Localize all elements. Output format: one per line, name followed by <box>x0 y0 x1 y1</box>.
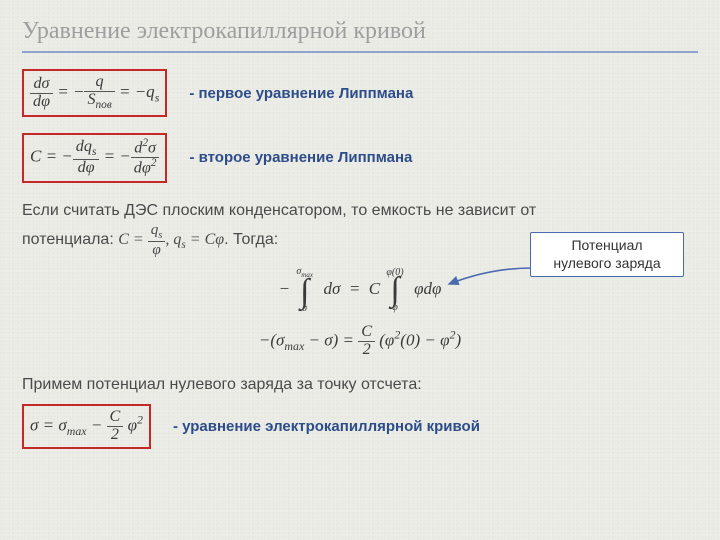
title-underline <box>22 51 698 53</box>
row-eq3: σ = σmax − C2 φ2 - уравнение электрокапи… <box>22 404 698 449</box>
body1-line1: Если считать ДЭС плоским конденсатором, … <box>22 202 536 219</box>
equation-electrocapillary: σ = σmax − C2 φ2 <box>22 404 151 449</box>
body-paragraph-2: Примем потенциал нулевого заряда за точк… <box>22 373 698 396</box>
callout-arrow <box>435 262 535 302</box>
equation-lippmann-2: C = −dqsdφ = −d2σdφ2 <box>22 133 167 183</box>
row-eq2: C = −dqsdφ = −d2σdφ2 - второе уравнение … <box>22 133 698 183</box>
inline-math-1: C = qsφ, qs = Cφ <box>118 231 224 248</box>
equation-lippmann-1: dσdφ = −qSпов = −qs <box>22 69 167 117</box>
integrated-result: −(σmax − σ) = C2 (φ2(0) − φ2) <box>22 324 698 359</box>
page-title: Уравнение электрокапиллярной кривой <box>22 18 698 45</box>
label-eq3: - уравнение электрокапиллярной кривой <box>173 418 480 435</box>
label-eq2: - второе уравнение Липпмана <box>189 149 412 166</box>
label-eq1: - первое уравнение Липпмана <box>189 85 413 102</box>
callout-text: Потенциал нулевого заряда <box>553 237 660 271</box>
body1-line2a: потенциала: <box>22 231 118 248</box>
body1-line2b: . Тогда: <box>224 231 278 248</box>
row-eq1: dσdφ = −qSпов = −qs - первое уравнение Л… <box>22 69 698 117</box>
callout-zero-charge-potential: Потенциал нулевого заряда <box>530 232 684 277</box>
slide-root: Уравнение электрокапиллярной кривой dσdφ… <box>0 0 720 449</box>
